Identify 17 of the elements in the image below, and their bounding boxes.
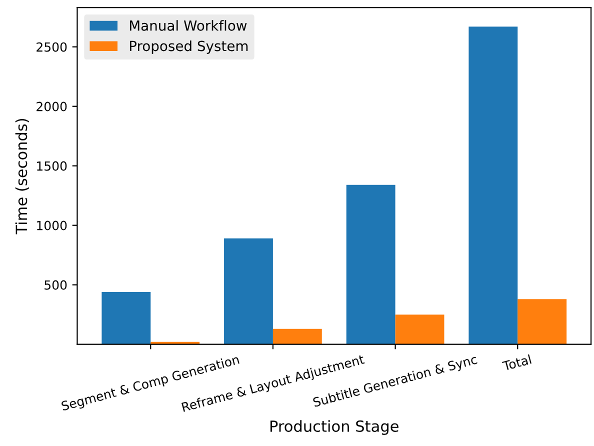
legend-label: Manual Workflow [130,20,247,31]
legend-label: Proposed System [130,40,248,54]
y-tick-label: 2000 [36,102,67,112]
bar [224,238,273,344]
bar [272,328,322,344]
x-axis-title: Production Stage [270,420,398,435]
y-axis-title: Time (seconds) [15,118,29,234]
bar [346,184,396,344]
y-tick-label: 2500 [36,42,67,52]
x-tick-label: Total [502,354,532,371]
bar [102,292,151,344]
bar [395,314,444,344]
y-tick-label: 1000 [37,220,67,230]
y-tick-label: 500 [44,280,67,290]
bar [518,299,567,344]
bar [468,26,518,344]
y-tick-label: 1500 [37,161,67,171]
